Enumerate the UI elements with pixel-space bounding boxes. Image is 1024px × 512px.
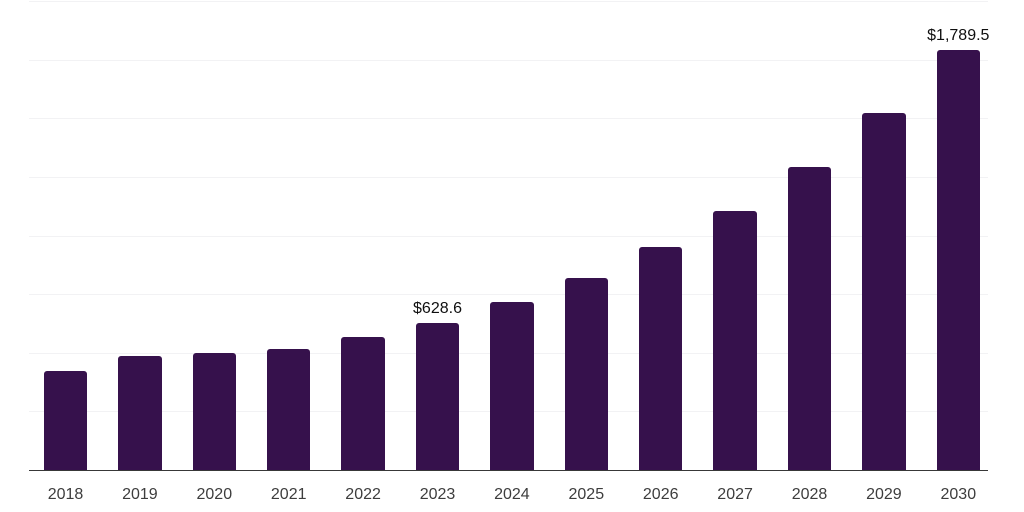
bar-2021 xyxy=(266,348,311,470)
gridline xyxy=(29,235,988,237)
value-label-2030: $1,789.5 xyxy=(927,27,990,45)
bar-2022 xyxy=(341,337,385,470)
bar-2026 xyxy=(638,247,683,470)
bar-2023 xyxy=(415,322,460,470)
x-axis-label-2028: 2028 xyxy=(791,486,828,503)
x-axis-label-2023: 2023 xyxy=(419,486,456,503)
x-axis-label-2022: 2022 xyxy=(345,486,381,503)
x-axis-line xyxy=(29,470,988,471)
bar-2024 xyxy=(490,302,534,470)
gridline xyxy=(29,176,988,178)
x-axis-label-2021: 2021 xyxy=(270,486,307,503)
x-axis-label-2026: 2026 xyxy=(642,486,679,503)
gridline xyxy=(29,59,988,61)
bar-2028 xyxy=(787,167,832,470)
x-axis-label-2030: 2030 xyxy=(940,486,977,503)
bar-2029 xyxy=(862,113,906,470)
gridline xyxy=(29,294,988,296)
x-axis-label-2020: 2020 xyxy=(196,486,233,503)
x-axis-label-2019: 2019 xyxy=(122,486,158,503)
value-label-2023: $628.6 xyxy=(413,299,462,317)
bar-2027 xyxy=(713,210,757,470)
gridline xyxy=(29,1,988,2)
bar-2025 xyxy=(564,277,609,470)
bar-2019 xyxy=(118,356,162,470)
x-axis-label-2027: 2027 xyxy=(717,486,753,503)
bar-2020 xyxy=(192,353,237,470)
x-axis-label-2029: 2029 xyxy=(866,486,902,503)
bar-2030 xyxy=(936,50,981,470)
x-axis-label-2018: 2018 xyxy=(47,486,84,503)
x-axis-label-2025: 2025 xyxy=(568,486,605,503)
x-axis-label-2024: 2024 xyxy=(494,486,530,503)
plot-area: $628.6 $1,789.5 xyxy=(29,1,990,471)
gridline xyxy=(29,118,988,120)
bar-2018 xyxy=(43,371,88,470)
